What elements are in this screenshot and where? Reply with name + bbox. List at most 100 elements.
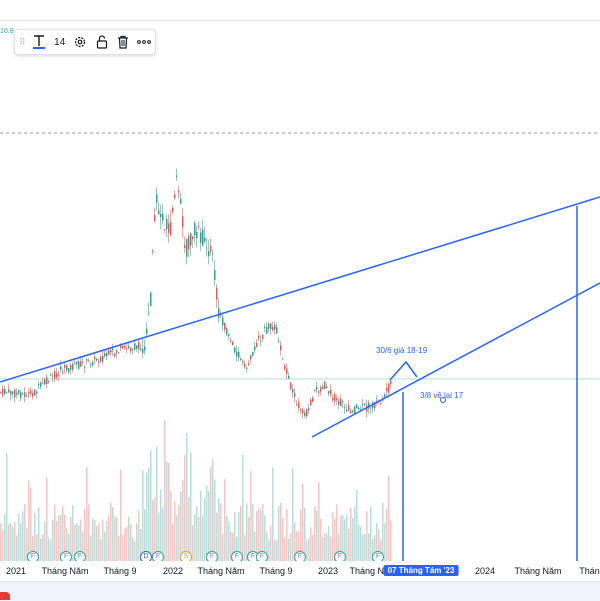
volume-bar xyxy=(340,515,342,561)
volume-bar xyxy=(208,490,210,561)
candle-body xyxy=(76,361,78,365)
candle-body xyxy=(26,395,28,397)
text-tool-icon[interactable] xyxy=(29,30,50,54)
candle-body xyxy=(294,393,296,397)
volume-bar xyxy=(226,516,228,561)
candlestick-chart[interactable]: 30/6 giá 18-19 3/8 về lại 17 xyxy=(0,20,600,580)
candle-body xyxy=(22,393,24,395)
candle-body xyxy=(306,409,308,417)
volume-bar xyxy=(200,490,202,561)
candle-body xyxy=(152,251,154,252)
volume-bar xyxy=(128,516,130,561)
volume-bar xyxy=(140,528,142,561)
volume-bar xyxy=(248,516,250,561)
candle-body xyxy=(6,392,8,394)
volume-bar xyxy=(26,528,28,561)
volume-bar xyxy=(60,514,62,561)
candle-body xyxy=(232,341,234,346)
volume-bar xyxy=(148,467,150,561)
candle-body xyxy=(120,346,122,348)
event-marker[interactable]: F xyxy=(372,551,384,563)
drag-handle[interactable]: ⠿ xyxy=(19,36,26,47)
time-axis[interactable]: 2021 Tháng Năm Tháng 9 2022 Tháng Năm Th… xyxy=(0,561,600,581)
candle-body xyxy=(38,384,40,385)
trash-icon[interactable] xyxy=(112,30,133,54)
candle-body xyxy=(92,362,94,366)
volume-bar xyxy=(108,516,110,561)
candle-body xyxy=(100,356,102,362)
volume-bar xyxy=(244,535,246,561)
trendline-lower xyxy=(311,282,600,438)
volume-bar xyxy=(56,521,58,561)
notification-badge[interactable] xyxy=(0,592,10,600)
volume-bar xyxy=(384,523,386,561)
candle-body xyxy=(116,350,118,353)
candle-body xyxy=(384,394,386,397)
gear-icon[interactable] xyxy=(69,30,90,54)
volume-bar xyxy=(4,514,6,561)
volume-bar xyxy=(316,510,318,561)
volume-bar xyxy=(324,532,326,561)
volume-bar xyxy=(268,540,270,561)
volume-bar xyxy=(276,540,278,561)
candle-body xyxy=(246,367,248,369)
candle-body xyxy=(338,400,340,405)
candle-body xyxy=(96,358,98,361)
candle-body xyxy=(288,375,290,379)
bottom-panel xyxy=(0,581,600,601)
volume-bar xyxy=(190,452,192,561)
trendline-upper xyxy=(0,196,600,383)
volume-bar xyxy=(274,539,276,561)
volume-bar xyxy=(110,502,112,561)
volume-bar xyxy=(160,489,162,561)
volume-bar xyxy=(310,527,312,561)
top-bar xyxy=(0,0,600,21)
candle-body xyxy=(286,368,288,374)
font-size-value[interactable]: 14 xyxy=(54,36,66,48)
time-tick: Tháng Năm xyxy=(197,566,245,576)
candle-body xyxy=(238,352,240,358)
volume-bar xyxy=(376,523,378,561)
volume-bar xyxy=(8,524,10,561)
candle-body xyxy=(66,365,68,370)
event-marker[interactable]: F xyxy=(152,551,164,563)
volume-bars xyxy=(0,420,392,561)
candle-body xyxy=(350,410,352,414)
volume-bar xyxy=(370,506,372,561)
candle-body xyxy=(18,390,20,394)
unlock-icon[interactable] xyxy=(91,30,112,54)
candle-body xyxy=(282,358,284,360)
candle-body xyxy=(102,355,104,362)
annotation-label-2: 3/8 về lại 17 xyxy=(420,391,464,400)
candle-body xyxy=(158,210,160,215)
candle-body xyxy=(50,374,52,376)
volume-bar xyxy=(280,502,282,561)
candle-body xyxy=(104,353,106,357)
candle-body xyxy=(324,381,326,389)
candle-body xyxy=(252,351,254,356)
candle-body xyxy=(240,358,242,361)
candle-body xyxy=(170,221,172,236)
candle-body xyxy=(334,394,336,401)
price-tag: 10.8 xyxy=(0,28,14,35)
volume-bar xyxy=(290,532,292,561)
candle-body xyxy=(78,361,80,369)
candle-body xyxy=(368,402,370,409)
volume-bar xyxy=(112,507,114,561)
candle-body xyxy=(278,340,280,342)
candle-body xyxy=(30,390,32,394)
volume-bar xyxy=(238,512,240,561)
candle-body xyxy=(340,398,342,406)
volume-bar xyxy=(284,537,286,561)
candle-body xyxy=(36,391,38,394)
volume-bar xyxy=(0,523,2,561)
volume-bar xyxy=(58,515,60,561)
more-dots-icon[interactable] xyxy=(134,30,155,54)
volume-bar xyxy=(196,506,198,561)
anchor-point xyxy=(440,397,446,403)
volume-bar xyxy=(68,533,70,561)
volume-bar xyxy=(218,498,220,561)
candle-body xyxy=(160,213,162,218)
candle-body xyxy=(52,375,54,377)
candle-body xyxy=(156,194,158,203)
